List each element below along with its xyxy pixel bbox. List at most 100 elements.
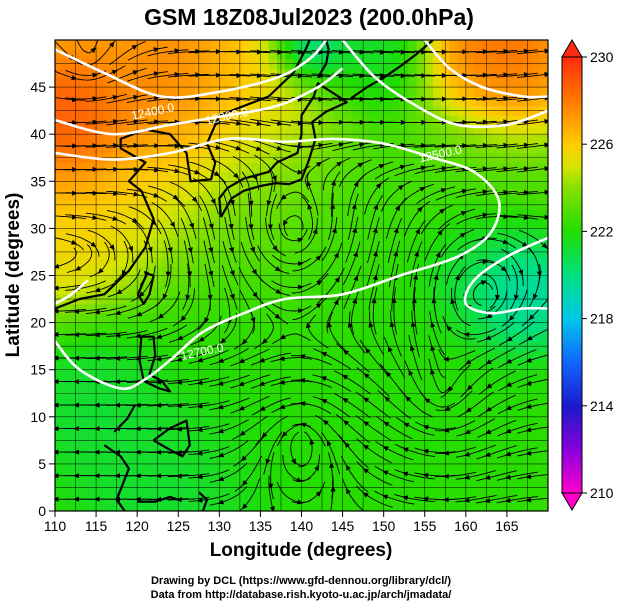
streamline (65, 144, 107, 147)
heat-cell (506, 87, 516, 98)
heat-cell (285, 77, 294, 88)
heat-cell (465, 256, 475, 267)
heat-cell (227, 87, 237, 98)
streamline (55, 41, 83, 66)
streamline (183, 240, 191, 288)
streamline-arrow (153, 71, 160, 77)
heat-cell (531, 473, 541, 484)
heat-cell (161, 275, 171, 286)
contour-c4 (423, 40, 548, 99)
heat-cell (506, 284, 516, 295)
heat-cell (211, 162, 220, 173)
heat-cell (334, 303, 344, 314)
streamline (147, 450, 189, 454)
heat-cell (449, 313, 459, 324)
heat-cell (55, 416, 64, 427)
heat-cell (285, 256, 294, 267)
heat-cell (293, 341, 303, 352)
heat-cell (202, 49, 212, 60)
streamline (188, 376, 230, 386)
heat-cell (112, 332, 122, 343)
heat-cell (498, 492, 508, 503)
heat-cell (55, 256, 64, 267)
heat-cell (79, 416, 89, 427)
heat-cell (367, 284, 377, 295)
heat-cell (301, 237, 311, 248)
heat-cell (252, 341, 262, 352)
streamline-arrow (525, 450, 532, 456)
streamline-arrow (248, 224, 254, 230)
streamline (255, 294, 289, 325)
streamline (496, 215, 538, 220)
heat-cell (219, 322, 229, 333)
heat-cell (400, 68, 409, 79)
heat-cell (326, 124, 335, 135)
streamline-arrow (55, 473, 59, 479)
heat-cell (211, 360, 220, 371)
streamline-arrow (330, 179, 336, 186)
streamline-arrow (368, 321, 374, 328)
heat-cell (498, 105, 508, 116)
streamline (451, 287, 471, 327)
heat-cell (490, 369, 500, 380)
streamline (455, 328, 497, 336)
streamline-arrow (362, 492, 369, 498)
streamline (414, 144, 456, 148)
heat-cell (432, 416, 442, 427)
heat-cell (104, 266, 114, 277)
heat-cell (539, 473, 548, 484)
heat-cell (408, 96, 418, 107)
heat-cell (359, 162, 368, 173)
heat-cell (227, 77, 237, 88)
heat-cell (170, 407, 179, 418)
heat-cell (276, 237, 286, 248)
heat-cell (498, 124, 508, 135)
heat-cell (104, 68, 114, 79)
heat-cell (219, 143, 229, 154)
heat-cell (416, 501, 426, 511)
streamline (290, 431, 306, 466)
streamline-arrow (94, 355, 100, 361)
streamline (271, 303, 312, 312)
streamline (459, 261, 497, 279)
streamline-arrow (195, 72, 201, 78)
streamline (175, 198, 197, 239)
heat-cell (243, 501, 253, 511)
heat-cell (252, 416, 262, 427)
heat-cell (178, 181, 188, 192)
heat-cell (309, 426, 319, 437)
heat-cell (137, 463, 146, 474)
heat-cell (334, 426, 344, 437)
heat-cell (432, 96, 442, 107)
heat-cell (350, 266, 360, 277)
heat-cell (498, 96, 508, 107)
heat-cell (326, 143, 335, 154)
heat-cell (326, 350, 335, 361)
streamline (456, 213, 497, 225)
streamline-arrow (420, 165, 427, 171)
heat-cell (112, 473, 122, 484)
heat-cell (252, 284, 262, 295)
heat-cell (178, 454, 188, 465)
heat-cell (408, 181, 418, 192)
heat-cell (178, 68, 188, 79)
heat-cell (219, 379, 229, 390)
heat-cell (112, 313, 122, 324)
heat-cell (334, 416, 344, 427)
heat-cell (424, 256, 434, 267)
heat-cell (137, 68, 146, 79)
streamline-arrow (73, 402, 79, 408)
heat-cell (178, 209, 188, 220)
streamline (475, 73, 518, 77)
heat-cell (153, 124, 163, 135)
heat-cell (235, 266, 245, 277)
heat-cell (309, 379, 319, 390)
heat-cell (170, 463, 179, 474)
heat-cell (211, 256, 220, 267)
streamline (428, 335, 446, 379)
heat-cell (104, 473, 114, 484)
streamline (209, 462, 248, 483)
heat-cell (408, 379, 418, 390)
streamline (394, 469, 436, 480)
heat-cell (87, 96, 97, 107)
